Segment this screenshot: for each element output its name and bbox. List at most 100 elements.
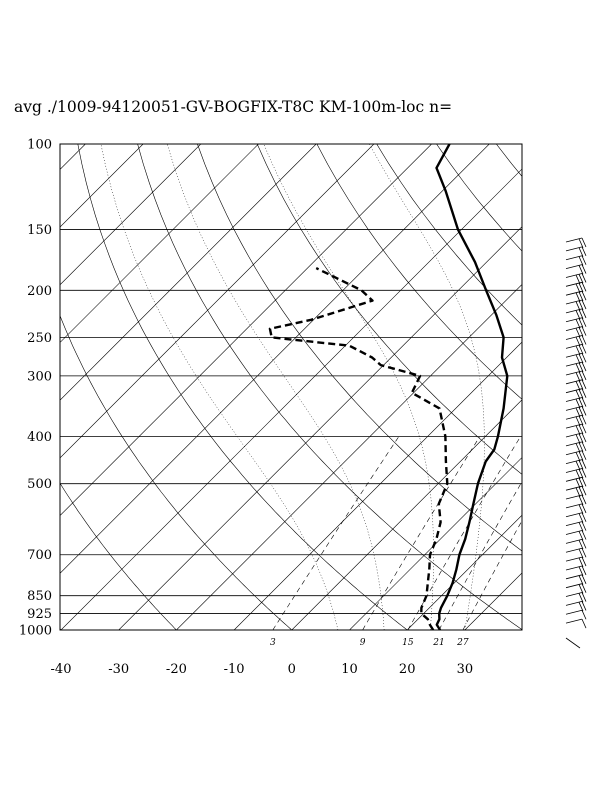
wind-barb-flag xyxy=(578,336,584,346)
wind-barb-flag xyxy=(575,469,581,480)
pressure-tick-label: 300 xyxy=(27,369,52,384)
wind-barb xyxy=(565,637,581,649)
isotherm xyxy=(60,144,202,286)
wind-barb-stem xyxy=(565,618,583,624)
pressure-tick-label: 250 xyxy=(27,331,52,346)
wind-barb-flag xyxy=(578,601,584,612)
wind-barb-flag xyxy=(578,469,584,479)
wind-barb xyxy=(565,352,587,364)
wind-barb-flag xyxy=(581,610,587,620)
wind-barb-flag xyxy=(581,477,587,487)
temperature-tick-label: 0 xyxy=(288,662,296,677)
wind-barb xyxy=(565,308,587,320)
wind-barb-flag xyxy=(575,283,581,293)
wind-barb-flag xyxy=(575,425,581,435)
isotherm xyxy=(60,144,490,574)
wind-barb xyxy=(565,326,587,338)
wind-barb xyxy=(565,406,587,418)
dry-adiabat xyxy=(77,144,408,630)
pressure-tick-label: 100 xyxy=(27,138,52,153)
moist-adiabat xyxy=(369,144,485,630)
wind-barb-flag xyxy=(578,460,584,470)
wind-barb-flag xyxy=(578,548,584,559)
wind-barb-flag xyxy=(575,416,581,426)
wind-barb-flag xyxy=(578,486,584,497)
wind-barb-flag xyxy=(581,486,587,496)
pressure-tick-label: 700 xyxy=(27,548,52,563)
wind-barb xyxy=(565,370,587,382)
wind-barb-flag xyxy=(578,477,584,488)
pressure-tick-label: 150 xyxy=(27,223,52,238)
wind-barb xyxy=(565,609,587,620)
wind-barb-column xyxy=(565,237,587,649)
wind-barb-flag xyxy=(581,308,587,319)
wind-barb-flag xyxy=(575,407,581,418)
wind-barb-flag xyxy=(575,372,581,382)
isotherm xyxy=(406,514,522,630)
dry-adiabat xyxy=(556,144,612,630)
temperature-tick-label: 30 xyxy=(457,662,474,677)
wind-barb xyxy=(565,459,587,471)
wind-barb xyxy=(565,556,587,568)
mixing-ratio-label: 15 xyxy=(402,638,414,648)
wind-barb xyxy=(565,485,587,497)
pressure-tick-label: 1000 xyxy=(19,624,52,639)
wind-barb-flag xyxy=(578,300,584,310)
background-grid xyxy=(60,144,612,630)
isotherm xyxy=(464,572,522,630)
dry-adiabat xyxy=(316,144,522,400)
wind-barb-flag xyxy=(578,256,584,266)
wind-barb-flag xyxy=(581,335,587,345)
wind-barb xyxy=(565,388,587,400)
wind-barb-flag xyxy=(578,495,584,505)
wind-barb xyxy=(565,343,587,356)
wind-barb xyxy=(565,441,587,453)
wind-barb-flag xyxy=(581,494,587,505)
wind-barb-flag xyxy=(578,238,584,248)
temperature-profile-line xyxy=(435,144,509,630)
wind-barb-flag xyxy=(581,291,587,301)
wind-barb-flag xyxy=(575,336,581,347)
wind-barb-flag xyxy=(578,353,584,364)
dry-adiabat xyxy=(496,144,522,177)
wind-barb-flag xyxy=(581,326,587,336)
mixing-ratio-label: 21 xyxy=(432,638,444,648)
wind-barb-flag xyxy=(575,487,581,497)
wind-barb-flag xyxy=(578,557,584,568)
wind-barb-flag xyxy=(578,389,584,399)
isotherm xyxy=(60,144,259,343)
wind-barb-flag xyxy=(578,380,584,390)
wind-barb-flag xyxy=(575,363,581,373)
wind-barb-flag xyxy=(578,531,584,541)
isotherm xyxy=(60,168,522,630)
mixing-ratio-line xyxy=(362,436,480,630)
wind-barb xyxy=(565,538,587,550)
wind-barb-flag xyxy=(578,424,584,435)
wind-barb xyxy=(565,618,587,629)
wind-barb-flag xyxy=(575,319,581,329)
wind-barb-flag xyxy=(578,584,584,594)
mixing-ratio-label: 27 xyxy=(456,638,469,648)
wind-barb-flag xyxy=(581,264,587,274)
wind-barb-flag xyxy=(581,379,587,389)
wind-barb-flag xyxy=(581,450,587,460)
wind-barb-flag xyxy=(578,274,584,284)
wind-barb xyxy=(565,237,587,248)
wind-barb-flag xyxy=(581,556,587,567)
moist-adiabat xyxy=(263,144,434,630)
temperature-tick-label: -30 xyxy=(108,662,129,677)
wind-barb-flag xyxy=(581,415,587,425)
wind-barb-flag xyxy=(581,299,587,310)
wind-barb-flag xyxy=(578,344,584,355)
wind-barb-stem xyxy=(565,637,581,649)
wind-barb xyxy=(565,432,587,444)
wind-barb xyxy=(565,583,587,594)
wind-barb xyxy=(565,574,587,585)
plot-frame xyxy=(59,143,523,631)
wind-barb-flag xyxy=(575,398,581,409)
isotherm xyxy=(349,457,522,630)
wind-barb xyxy=(565,592,587,603)
wind-barb-flag xyxy=(578,318,584,328)
